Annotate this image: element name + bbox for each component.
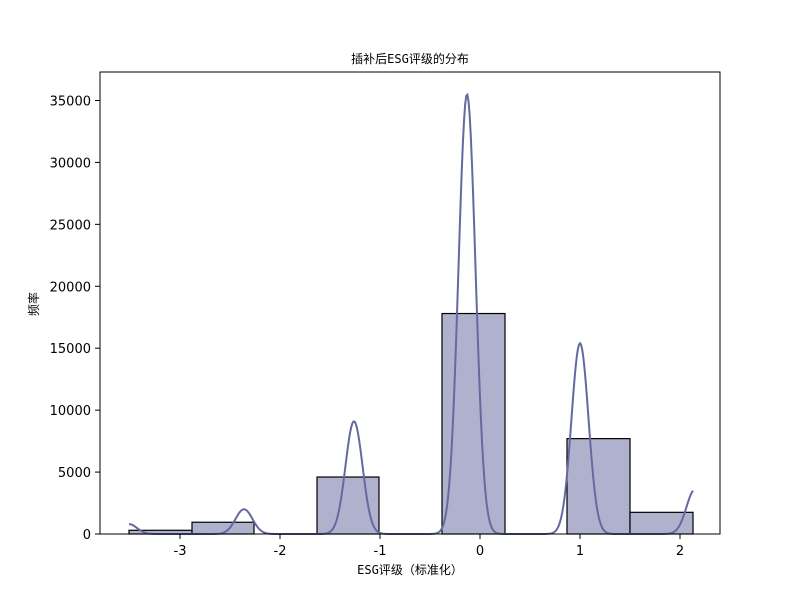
y-tick-label: 35000 <box>50 94 91 109</box>
y-tick-label: 5000 <box>58 466 91 481</box>
x-axis-ticks: -3 -2 -1 0 1 2 <box>174 534 684 559</box>
y-tick-label: 30000 <box>50 156 91 171</box>
chart-title: 插补后ESG评级的分布 <box>351 51 469 66</box>
y-tick-label: 20000 <box>50 280 91 295</box>
x-tick-label: 1 <box>576 544 584 559</box>
y-tick-label: 0 <box>83 528 91 543</box>
plot-frame <box>99 71 721 535</box>
y-axis-ticks: 0 5000 10000 15000 20000 25000 30000 35000 <box>50 94 100 543</box>
histogram-bars <box>128 312 694 535</box>
y-tick-label: 10000 <box>50 404 91 419</box>
x-tick-label: 0 <box>476 544 484 559</box>
y-tick-label: 15000 <box>50 342 91 357</box>
x-tick-label: 2 <box>676 544 684 559</box>
x-tick-label: -2 <box>274 544 287 559</box>
x-tick-label: -3 <box>174 544 187 559</box>
histogram-bar-5 <box>441 312 506 535</box>
x-axis-label: ESG评级（标准化） <box>357 563 463 577</box>
x-tick-label: -1 <box>374 544 387 559</box>
histogram-bar-3 <box>316 476 380 535</box>
y-tick-label: 25000 <box>50 218 91 233</box>
y-axis-label: 频率 <box>26 292 41 316</box>
